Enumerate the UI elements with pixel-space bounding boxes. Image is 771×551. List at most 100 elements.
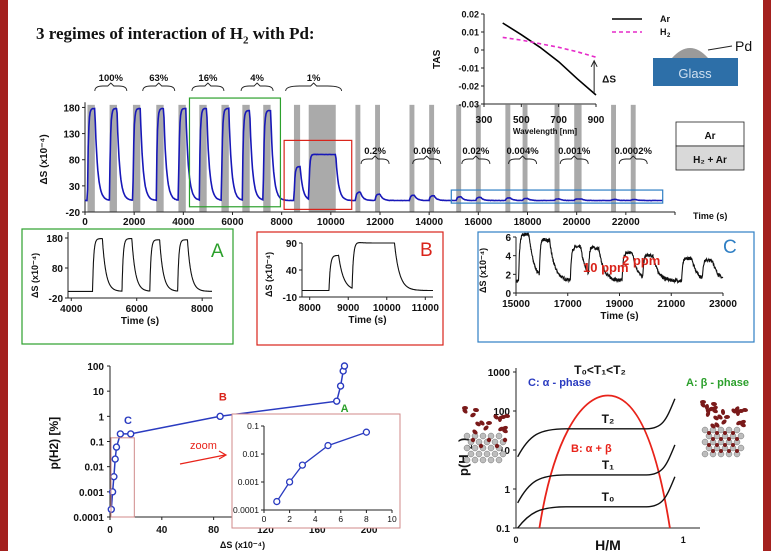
y-tick-label: -20 bbox=[49, 294, 64, 305]
pulse-bar bbox=[554, 104, 560, 212]
x-tick-label: 8000 bbox=[191, 304, 214, 315]
x-tick-label: 23000 bbox=[709, 299, 737, 310]
inset-point bbox=[285, 478, 294, 486]
hydrogen-atom bbox=[711, 437, 715, 441]
inset-y-tick-label: 0.001 bbox=[238, 477, 260, 487]
y-tick-label: -10 bbox=[283, 293, 298, 304]
pd-label: Pd bbox=[735, 38, 752, 54]
x-tick-label: 700 bbox=[550, 115, 567, 126]
x-tick-label: 0 bbox=[513, 535, 518, 545]
hydrogen-molecule bbox=[720, 409, 726, 415]
x-tick-label: 19000 bbox=[606, 299, 634, 310]
brace bbox=[559, 155, 589, 165]
metal-atom bbox=[483, 450, 491, 458]
pressure-point bbox=[116, 430, 125, 438]
pulse-bar bbox=[429, 104, 435, 212]
pulse-bar bbox=[505, 104, 511, 212]
tas-chart: 0.02 0.01 0 -0.01 -0.02 -0.03 300 500 700 900 Wave… bbox=[432, 10, 752, 137]
hydrogen-molecule bbox=[740, 422, 746, 428]
x-tick-label: 18000 bbox=[514, 217, 542, 228]
pulse-bar bbox=[242, 104, 250, 212]
hydrogen-molecule bbox=[493, 414, 499, 420]
y-tick-label: 40 bbox=[286, 266, 298, 277]
hydrogen-molecule bbox=[483, 425, 489, 431]
isotherm bbox=[517, 444, 676, 504]
x-tick-label: 2000 bbox=[123, 217, 146, 228]
hydrogen-atom bbox=[723, 443, 727, 447]
pulse-bar bbox=[574, 104, 582, 212]
brace bbox=[412, 155, 442, 165]
x-axis-title: H/M bbox=[595, 537, 621, 551]
concentration-label: 0.0002% bbox=[614, 146, 652, 157]
metal-atom bbox=[725, 426, 733, 434]
pulse-bar bbox=[156, 104, 164, 212]
brace bbox=[461, 155, 491, 165]
y-tick-label: 0.1 bbox=[496, 524, 510, 535]
metal-atom bbox=[463, 432, 471, 440]
pressure-point bbox=[216, 412, 224, 421]
hydrogen-atom bbox=[727, 437, 731, 441]
x-tick-label: 1 bbox=[681, 535, 686, 545]
concentration-label: 0.06% bbox=[413, 146, 440, 157]
hydrogen-molecule bbox=[475, 421, 481, 427]
brace bbox=[508, 155, 538, 165]
brace bbox=[240, 82, 274, 92]
zoom-arrow-head bbox=[218, 450, 228, 460]
hydrogen-molecule bbox=[472, 429, 478, 435]
hydrogen-molecule bbox=[473, 407, 479, 413]
y-tick-label: 180 bbox=[63, 103, 80, 114]
hydrogen-molecule bbox=[479, 420, 485, 426]
x-tick-label: 40 bbox=[156, 525, 168, 536]
legend-ar-box bbox=[675, 121, 745, 147]
beta-phase-label: A: β - phase bbox=[686, 377, 749, 389]
inset-point bbox=[273, 497, 281, 506]
pulse-bar bbox=[109, 104, 117, 212]
isotherm-label: T₀ bbox=[602, 490, 615, 504]
inset-point bbox=[298, 461, 307, 469]
pressure-point bbox=[108, 488, 117, 496]
y-tick-label: -0.03 bbox=[458, 100, 479, 110]
hydrogen-atom bbox=[502, 437, 508, 443]
hydrogen-molecule bbox=[711, 401, 717, 407]
concentration-label: 0.2% bbox=[364, 146, 386, 157]
concentration-label: 100% bbox=[99, 73, 124, 84]
x-tick-label: 4000 bbox=[172, 217, 195, 228]
y-tick-label: 30 bbox=[69, 182, 81, 193]
hydrogen-molecule bbox=[700, 402, 706, 408]
hydrogen-molecule bbox=[742, 407, 748, 413]
hydrogen-atom bbox=[486, 437, 492, 443]
alpha-phase-label: C: α - phase bbox=[528, 377, 591, 389]
x-tick-label: 21000 bbox=[657, 299, 685, 310]
inset-x-tick-label: 8 bbox=[364, 514, 369, 524]
legend-h2ar-label: H₂ + Ar bbox=[693, 155, 727, 166]
zoom-source-box bbox=[110, 437, 135, 518]
pulse-bar bbox=[630, 104, 636, 212]
hydrogen-molecule bbox=[486, 420, 492, 426]
y-tick-label: -0.01 bbox=[458, 64, 479, 74]
x-tick-label: 120 bbox=[257, 525, 274, 536]
panel-frame bbox=[256, 231, 444, 346]
y-tick-label: 0 bbox=[474, 46, 479, 56]
zoom-inset-frame bbox=[231, 413, 401, 529]
regime-a-label: A bbox=[341, 403, 349, 415]
hydrogen-atom bbox=[715, 431, 719, 435]
y-tick-label: 2 bbox=[505, 270, 511, 281]
concentration-label: 16% bbox=[198, 73, 218, 84]
pulse-bar bbox=[263, 104, 271, 212]
zoom-trace bbox=[515, 232, 724, 285]
metal-atom bbox=[701, 438, 709, 446]
legend-h2-sub: 2 bbox=[667, 33, 671, 39]
x-tick-label: 80 bbox=[208, 525, 220, 536]
pressure-point bbox=[112, 443, 121, 451]
pulse-bar bbox=[409, 104, 415, 212]
hydrogen-molecule bbox=[721, 419, 727, 425]
zoom-label: zoom bbox=[190, 440, 217, 452]
hydrogen-atom bbox=[707, 443, 711, 447]
hydrogen-molecule bbox=[713, 415, 719, 421]
phase-title: T₀<T₁<T₂ bbox=[574, 363, 626, 377]
brace bbox=[360, 155, 390, 165]
x-tick-label: 12000 bbox=[366, 217, 394, 228]
metal-atom bbox=[487, 444, 495, 452]
x-axis-title: Time (s) bbox=[348, 315, 386, 326]
x-axis-title: Wavelength [nm] bbox=[513, 127, 577, 136]
